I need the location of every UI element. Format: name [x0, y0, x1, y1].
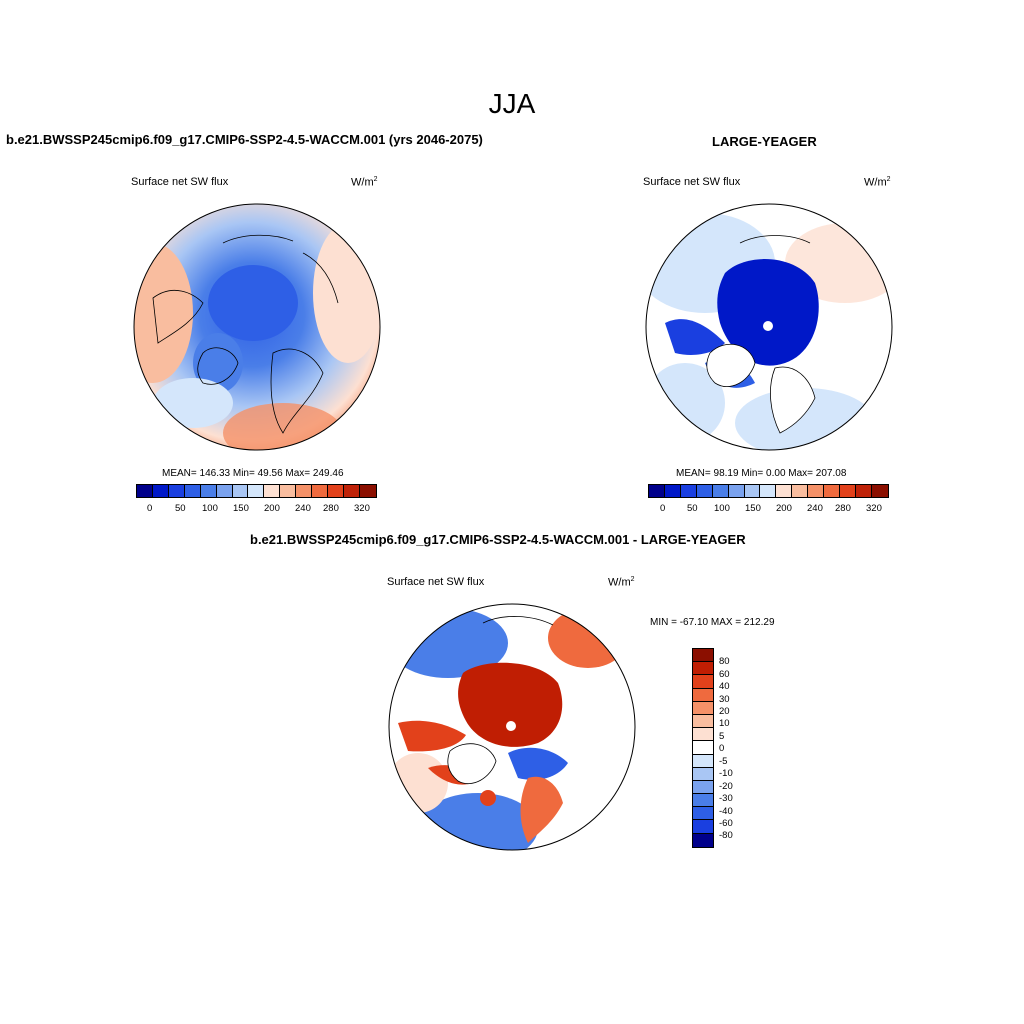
- panel2-colorbar-swatch-2: [681, 485, 697, 497]
- panel1-colorbar-swatch-14: [360, 485, 376, 497]
- panel2-tick-5: 240: [807, 503, 823, 514]
- panel1-colorbar-swatch-5: [217, 485, 233, 497]
- panel2-colorbar-swatch-11: [824, 485, 840, 497]
- panel2-colorbar-swatch-9: [792, 485, 808, 497]
- panel3-colorbar-swatch-0: [693, 649, 713, 662]
- panel1-colorbar-swatch-7: [248, 485, 264, 497]
- panel2-units-label: W/m2: [864, 176, 891, 189]
- panel2-tick-3: 150: [745, 503, 761, 514]
- panel3-colorbar-swatch-4: [693, 702, 713, 715]
- panel1-map: [133, 203, 381, 451]
- panel3-tick-0: 80: [719, 656, 730, 667]
- panel3-tick-1: 60: [719, 669, 730, 680]
- panel2-colorbar-swatch-6: [745, 485, 761, 497]
- panel3-tick-11: -30: [719, 793, 733, 804]
- panel2-colorbar-swatch-10: [808, 485, 824, 497]
- panel1-colorbar-swatch-1: [153, 485, 169, 497]
- panel2-variable-label: Surface net SW flux: [643, 176, 740, 188]
- panel1-units-label: W/m2: [351, 176, 378, 189]
- panel3-colorbar-swatch-9: [693, 768, 713, 781]
- panel3-tick-6: 5: [719, 731, 724, 742]
- panel1-tick-2: 100: [202, 503, 218, 514]
- panel1-tick-4: 200: [264, 503, 280, 514]
- panel3-colorbar: [692, 648, 714, 848]
- panel3-colorbar-swatch-5: [693, 715, 713, 728]
- panel3-map: [388, 603, 636, 851]
- panel3-title: b.e21.BWSSP245cmip6.f09_g17.CMIP6-SSP2-4…: [250, 532, 746, 547]
- panel3-tick-10: -20: [719, 781, 733, 792]
- panel1-colorbar-swatch-3: [185, 485, 201, 497]
- panel3-colorbar-swatch-3: [693, 689, 713, 702]
- panel1-tick-0: 0: [147, 503, 152, 514]
- panel3-variable-label: Surface net SW flux: [387, 576, 484, 588]
- panel2-colorbar-swatch-0: [649, 485, 665, 497]
- panel1-variable-label: Surface net SW flux: [131, 176, 228, 188]
- panel3-colorbar-swatch-1: [693, 662, 713, 675]
- panel2-title: LARGE-YEAGER: [712, 134, 817, 149]
- panel1-colorbar-swatch-13: [344, 485, 360, 497]
- panel1-colorbar-swatch-9: [280, 485, 296, 497]
- panel3-tick-9: -10: [719, 768, 733, 779]
- panel2-tick-1: 50: [687, 503, 698, 514]
- panel2-tick-2: 100: [714, 503, 730, 514]
- panel1-tick-6: 280: [323, 503, 339, 514]
- panel1-colorbar-swatch-0: [137, 485, 153, 497]
- panel3-tick-13: -60: [719, 818, 733, 829]
- panel3-colorbar-swatch-2: [693, 675, 713, 688]
- panel1-colorbar-swatch-10: [296, 485, 312, 497]
- panel1-title: b.e21.BWSSP245cmip6.f09_g17.CMIP6-SSP2-4…: [6, 132, 483, 147]
- panel3-colorbar-swatch-11: [693, 794, 713, 807]
- panel1-colorbar-swatch-8: [264, 485, 280, 497]
- panel3-units-label: W/m2: [608, 576, 635, 589]
- panel3-colorbar-swatch-6: [693, 728, 713, 741]
- panel3-colorbar-swatch-13: [693, 820, 713, 833]
- panel3-colorbar-swatch-12: [693, 807, 713, 820]
- panel1-stats: MEAN= 146.33 Min= 49.56 Max= 249.46: [162, 468, 344, 479]
- panel3-colorbar-swatch-8: [693, 755, 713, 768]
- panel3-tick-2: 40: [719, 681, 730, 692]
- panel2-colorbar-swatch-1: [665, 485, 681, 497]
- panel1-colorbar-swatch-2: [169, 485, 185, 497]
- panel2-tick-6: 280: [835, 503, 851, 514]
- panel2-colorbar-swatch-8: [776, 485, 792, 497]
- panel3-colorbar-swatch-10: [693, 781, 713, 794]
- panel3-tick-14: -80: [719, 830, 733, 841]
- panel2-colorbar-swatch-3: [697, 485, 713, 497]
- panel3-stats: MIN = -67.10 MAX = 212.29: [650, 617, 775, 628]
- panel3-tick-7: 0: [719, 743, 724, 754]
- panel1-colorbar-swatch-6: [233, 485, 249, 497]
- panel1-colorbar: [136, 484, 377, 498]
- panel3-colorbar-swatch-14: [693, 834, 713, 847]
- panel1-tick-1: 50: [175, 503, 186, 514]
- panel1-colorbar-swatch-12: [328, 485, 344, 497]
- panel1-tick-5: 240: [295, 503, 311, 514]
- panel3-tick-4: 20: [719, 706, 730, 717]
- main-title: JJA: [0, 88, 1024, 120]
- panel3-tick-8: -5: [719, 756, 727, 767]
- panel1-tick-7: 320: [354, 503, 370, 514]
- panel3-colorbar-swatch-7: [693, 741, 713, 754]
- panel2-stats: MEAN= 98.19 Min= 0.00 Max= 207.08: [676, 468, 846, 479]
- panel3-tick-12: -40: [719, 806, 733, 817]
- panel2-tick-7: 320: [866, 503, 882, 514]
- panel3-tick-3: 30: [719, 694, 730, 705]
- panel2-colorbar: [648, 484, 889, 498]
- panel2-colorbar-swatch-7: [760, 485, 776, 497]
- panel2-colorbar-swatch-5: [729, 485, 745, 497]
- panel2-map: [645, 203, 893, 451]
- panel2-colorbar-swatch-12: [840, 485, 856, 497]
- panel1-tick-3: 150: [233, 503, 249, 514]
- panel1-colorbar-swatch-4: [201, 485, 217, 497]
- panel3-tick-5: 10: [719, 718, 730, 729]
- panel2-tick-0: 0: [660, 503, 665, 514]
- panel2-colorbar-swatch-4: [713, 485, 729, 497]
- panel2-tick-4: 200: [776, 503, 792, 514]
- panel2-colorbar-swatch-14: [872, 485, 888, 497]
- panel1-colorbar-swatch-11: [312, 485, 328, 497]
- panel2-colorbar-swatch-13: [856, 485, 872, 497]
